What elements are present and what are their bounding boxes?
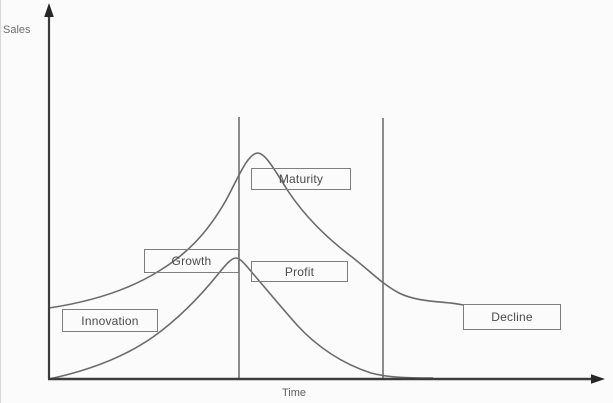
phase-box-growth-label: Growth	[171, 254, 212, 268]
phase-box-decline: Decline	[463, 304, 561, 330]
y-axis-arrowhead-icon	[44, 3, 54, 17]
phase-box-maturity-label: Maturity	[278, 172, 324, 186]
phase-box-profit-label: Profit	[284, 264, 315, 279]
phase-box-innovation: Innovation	[62, 309, 158, 332]
phase-box-innovation-label: Innovation	[81, 313, 139, 328]
phase-box-profit: Profit	[251, 261, 348, 282]
phase-box-decline-label: Decline	[491, 310, 533, 324]
phase-box-growth: Growth	[144, 249, 239, 273]
phase-box-maturity: Maturity	[251, 168, 351, 190]
sales-curve	[48, 152, 464, 309]
x-axis-label: Time	[281, 387, 307, 399]
profit-curve	[48, 257, 434, 380]
x-axis-arrowhead-icon	[591, 374, 605, 384]
y-axis-label: Sales	[3, 24, 31, 36]
